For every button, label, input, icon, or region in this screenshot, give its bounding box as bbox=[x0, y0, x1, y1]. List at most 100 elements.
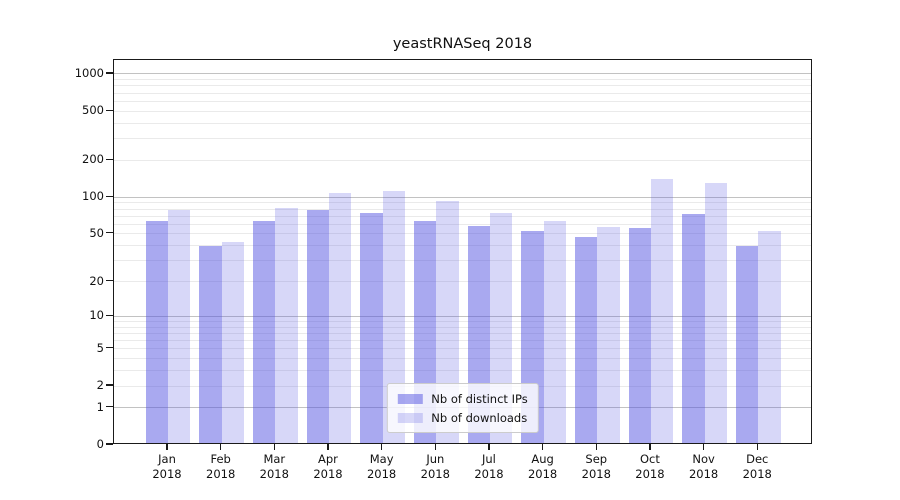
gridline-minor bbox=[114, 326, 811, 328]
x-tick-month: May bbox=[369, 452, 394, 466]
gridline-minor bbox=[114, 233, 811, 235]
y-tick-label: 0 bbox=[96, 437, 104, 451]
x-tick-mark bbox=[756, 444, 758, 450]
gridline-minor bbox=[114, 348, 811, 350]
x-tick-year: 2018 bbox=[474, 466, 504, 481]
x-tick-label: Jan 2018 bbox=[137, 452, 197, 481]
gridline-minor bbox=[114, 85, 811, 87]
gridline-major bbox=[114, 196, 811, 198]
x-tick-year: 2018 bbox=[152, 466, 182, 481]
y-tick-label: 1000 bbox=[74, 65, 104, 80]
x-tick-mark bbox=[273, 444, 275, 450]
x-tick-mark bbox=[488, 444, 490, 450]
y-tick-label: 20 bbox=[89, 273, 104, 288]
gridline-minor bbox=[114, 159, 811, 161]
x-tick-year: 2018 bbox=[259, 466, 289, 481]
x-tick-label: Feb 2018 bbox=[191, 452, 251, 481]
x-tick-label: Oct 2018 bbox=[620, 452, 680, 481]
bar-distinct-ips-feb bbox=[199, 246, 222, 443]
bar-distinct-ips-mar bbox=[252, 221, 276, 443]
x-tick-month: Sep bbox=[585, 452, 608, 466]
x-tick-mark bbox=[434, 444, 436, 450]
gridline-major bbox=[114, 73, 811, 75]
x-tick-month: Oct bbox=[639, 452, 660, 466]
x-tick-year: 2018 bbox=[366, 466, 397, 481]
x-tick-label: May 2018 bbox=[352, 452, 412, 481]
x-tick-mark bbox=[381, 444, 383, 450]
gridline-minor bbox=[114, 223, 811, 225]
gridline-minor bbox=[114, 320, 811, 322]
x-tick-mark bbox=[327, 444, 329, 450]
bar-distinct-ips-sep bbox=[574, 237, 598, 443]
bar-downloads-jan bbox=[168, 210, 191, 443]
legend-item: Nb of downloads bbox=[397, 408, 527, 427]
y-tick-label: 500 bbox=[82, 103, 104, 118]
bar-downloads-dec bbox=[758, 230, 781, 443]
x-tick-mark bbox=[220, 444, 222, 450]
legend-label: Nb of distinct IPs bbox=[431, 391, 528, 406]
gridline-minor bbox=[114, 215, 811, 217]
y-tick-mark bbox=[106, 232, 113, 234]
bar-distinct-ips-nov bbox=[682, 214, 705, 443]
bar-downloads-nov bbox=[704, 182, 727, 443]
legend-item: Nb of distinct IPs bbox=[397, 389, 528, 408]
bar-downloads-apr bbox=[328, 193, 352, 443]
y-tick-mark bbox=[106, 347, 113, 349]
x-tick-label: Jul 2018 bbox=[459, 452, 519, 481]
x-tick-label: Dec 2018 bbox=[727, 452, 787, 481]
bar-distinct-ips-oct bbox=[628, 227, 651, 443]
x-tick-month: Apr bbox=[318, 452, 338, 466]
y-tick-mark bbox=[106, 406, 113, 408]
gridline-minor bbox=[114, 138, 811, 140]
x-tick-mark bbox=[166, 444, 168, 450]
x-tick-year: 2018 bbox=[420, 466, 450, 481]
bar-downloads-feb bbox=[221, 242, 245, 443]
gridline-minor bbox=[114, 260, 811, 262]
x-tick-year: 2018 bbox=[313, 466, 343, 481]
x-tick-month: Jul bbox=[482, 452, 496, 466]
legend-swatch-distinct-ips bbox=[397, 393, 423, 404]
gridline-minor bbox=[114, 79, 811, 81]
y-tick-label: 1 bbox=[96, 399, 104, 414]
x-tick-mark bbox=[703, 444, 705, 450]
gridline-minor bbox=[114, 340, 811, 341]
bar-downloads-oct bbox=[650, 179, 674, 443]
x-tick-label: Nov 2018 bbox=[674, 452, 734, 481]
x-tick-year: 2018 bbox=[742, 466, 772, 481]
chart-title: yeastRNASeq 2018 bbox=[392, 36, 533, 52]
x-tick-label: Sep 2018 bbox=[566, 452, 626, 481]
bar-downloads-jun bbox=[436, 200, 459, 443]
x-tick-year: 2018 bbox=[581, 466, 611, 481]
bar-downloads-aug bbox=[543, 221, 566, 443]
y-tick-label: 5 bbox=[96, 340, 104, 355]
bar-distinct-ips-apr bbox=[306, 210, 329, 443]
y-tick-mark bbox=[106, 72, 113, 74]
y-tick-mark bbox=[106, 443, 113, 445]
gridline-minor bbox=[114, 208, 811, 210]
gridline-minor bbox=[114, 358, 811, 360]
y-tick-label: 200 bbox=[82, 152, 104, 167]
bar-distinct-ips-may bbox=[360, 213, 383, 443]
x-tick-year: 2018 bbox=[527, 466, 558, 481]
y-tick-label: 50 bbox=[89, 225, 104, 240]
gridline-minor bbox=[114, 370, 811, 372]
x-tick-mark bbox=[595, 444, 597, 450]
gridline-minor bbox=[114, 281, 811, 282]
x-tick-month: Mar bbox=[263, 452, 286, 466]
y-tick-label: 100 bbox=[82, 189, 104, 204]
x-tick-month: Jan bbox=[158, 452, 176, 466]
bar-distinct-ips-jan bbox=[145, 221, 168, 443]
x-tick-label: Jun 2018 bbox=[405, 452, 465, 481]
x-tick-label: Aug 2018 bbox=[513, 452, 573, 481]
x-tick-year: 2018 bbox=[688, 466, 719, 481]
bar-downloads-sep bbox=[597, 226, 620, 443]
x-tick-mark bbox=[542, 444, 544, 450]
gridline-minor bbox=[114, 245, 811, 247]
legend: Nb of distinct IPs Nb of downloads bbox=[386, 383, 539, 433]
y-tick-mark bbox=[106, 195, 113, 197]
y-tick-mark bbox=[106, 158, 113, 160]
gridline-minor bbox=[114, 92, 811, 94]
x-tick-year: 2018 bbox=[635, 466, 665, 481]
gridline-minor bbox=[114, 332, 811, 334]
